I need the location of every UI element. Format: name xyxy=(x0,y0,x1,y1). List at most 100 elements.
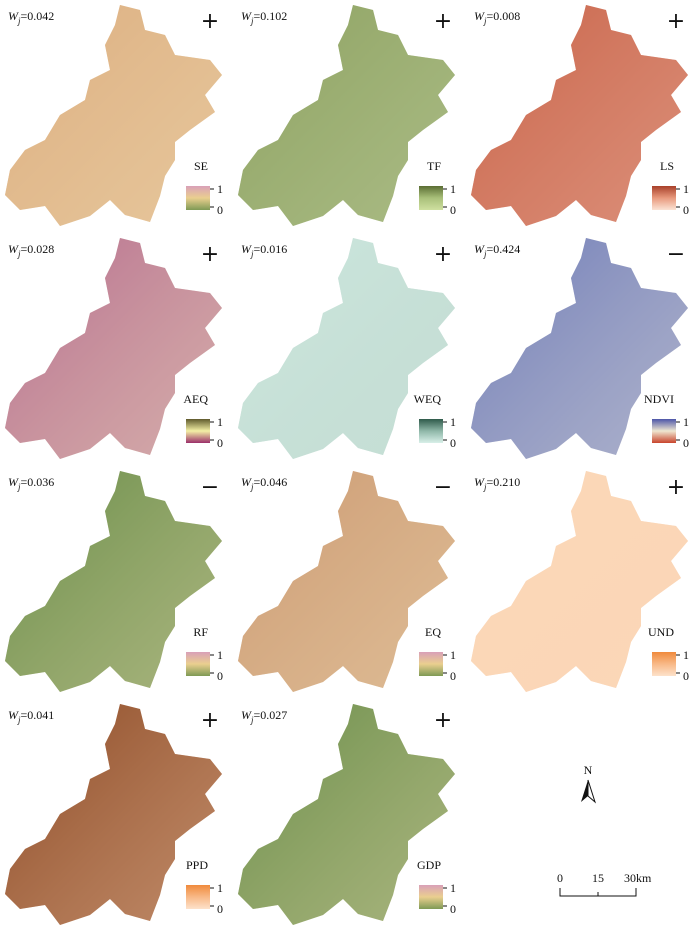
weight-subscript: j xyxy=(17,482,21,492)
weight-equals: = xyxy=(254,475,261,489)
weight-value: 0.016 xyxy=(260,242,287,256)
weight-label: Wj=0.046 xyxy=(241,475,287,492)
map-panel: Wj=0.036 − RF 1 0 xyxy=(5,471,223,692)
variable-name: EQ xyxy=(425,625,441,639)
weight-equals: = xyxy=(21,242,28,256)
legend-swatch xyxy=(419,186,443,210)
legend-swatch xyxy=(186,186,210,210)
north-arrow: N xyxy=(581,763,597,804)
map-panel: Wj=0.027 + GDP 1 0 xyxy=(238,704,456,925)
weight-value: 0.027 xyxy=(260,708,287,722)
scale-unit: km xyxy=(636,871,652,885)
sign: + xyxy=(201,9,219,34)
legend-ticks xyxy=(210,421,214,441)
weight-subscript: j xyxy=(17,249,21,259)
weight-equals: = xyxy=(487,475,494,489)
north-arrow-left xyxy=(581,780,588,802)
weight-subscript: j xyxy=(250,715,254,725)
variable-name: WEQ xyxy=(414,392,442,406)
legend-ticks xyxy=(443,654,447,674)
weight-equals: = xyxy=(254,708,261,722)
weight-value: 0.042 xyxy=(27,9,54,23)
north-label: N xyxy=(584,763,593,777)
weight-symbol: W xyxy=(474,242,485,256)
legend-swatch xyxy=(419,419,443,443)
weight-label: Wj=0.042 xyxy=(8,9,54,26)
variable-name: NDVI xyxy=(644,392,674,406)
scale-bar: 0 15 30 km xyxy=(557,871,652,897)
weight-value: 0.008 xyxy=(493,9,520,23)
legend-min: 0 xyxy=(217,436,223,450)
variable-name: GDP xyxy=(417,858,441,872)
weight-subscript: j xyxy=(483,482,487,492)
weight-symbol: W xyxy=(241,9,252,23)
weight-symbol: W xyxy=(474,9,485,23)
map-panel: Wj=0.016 + WEQ 1 0 xyxy=(238,238,456,459)
weight-label: Wj=0.102 xyxy=(241,9,287,26)
scale-tick-label: 30 xyxy=(624,871,636,885)
variable-name: AEQ xyxy=(183,392,208,406)
sign: − xyxy=(201,475,219,500)
weight-label: Wj=0.036 xyxy=(8,475,54,492)
legend-max: 1 xyxy=(217,648,223,662)
scale-line xyxy=(559,888,637,897)
variable-name: SE xyxy=(194,159,208,173)
weight-value: 0.102 xyxy=(260,9,287,23)
legend-min: 0 xyxy=(217,669,223,683)
weight-equals: = xyxy=(487,242,494,256)
sign: − xyxy=(434,475,452,500)
weight-symbol: W xyxy=(8,475,19,489)
legend-max: 1 xyxy=(217,415,223,429)
weight-subscript: j xyxy=(483,16,487,26)
weight-symbol: W xyxy=(241,242,252,256)
map-panel: Wj=0.210 + UND 1 0 xyxy=(471,471,689,692)
weight-equals: = xyxy=(21,9,28,23)
legend-ticks xyxy=(210,887,214,907)
sign: + xyxy=(201,242,219,267)
weight-equals: = xyxy=(254,242,261,256)
legend-ticks xyxy=(443,188,447,208)
map-panel: Wj=0.102 + TF 1 0 xyxy=(238,5,456,226)
variable-name: UND xyxy=(648,625,674,639)
legend-min: 0 xyxy=(450,669,456,683)
map-panel: Wj=0.042 + SE 1 0 xyxy=(5,5,223,226)
legend-max: 1 xyxy=(450,881,456,895)
weight-subscript: j xyxy=(250,482,254,492)
weight-label: Wj=0.027 xyxy=(241,708,287,725)
legend-swatch xyxy=(186,419,210,443)
weight-subscript: j xyxy=(250,249,254,259)
legend-max: 1 xyxy=(217,881,223,895)
weight-value: 0.046 xyxy=(260,475,287,489)
weight-equals: = xyxy=(21,475,28,489)
legend-max: 1 xyxy=(450,415,456,429)
legend-min: 0 xyxy=(450,436,456,450)
legend-max: 1 xyxy=(683,648,689,662)
north-arrow-right xyxy=(587,779,597,804)
variable-name: TF xyxy=(427,159,441,173)
legend-ticks xyxy=(676,421,680,441)
legend-swatch xyxy=(419,885,443,909)
weight-label: Wj=0.008 xyxy=(474,9,520,26)
legend-swatch xyxy=(652,419,676,443)
legend-ticks xyxy=(443,421,447,441)
legend-ticks xyxy=(210,654,214,674)
weight-value: 0.028 xyxy=(27,242,54,256)
map-panel: Wj=0.008 + LS 1 0 xyxy=(471,5,689,226)
legend-max: 1 xyxy=(683,415,689,429)
legend-min: 0 xyxy=(450,203,456,217)
weight-value: 0.210 xyxy=(493,475,520,489)
sign: + xyxy=(434,708,452,733)
legend-swatch xyxy=(652,186,676,210)
weight-value: 0.036 xyxy=(27,475,54,489)
legend-swatch xyxy=(419,652,443,676)
variable-name: RF xyxy=(193,625,208,639)
map-panel: Wj=0.424 − NDVI 1 0 xyxy=(471,238,689,459)
weight-symbol: W xyxy=(8,9,19,23)
legend-min: 0 xyxy=(450,902,456,916)
legend-swatch xyxy=(186,652,210,676)
weight-symbol: W xyxy=(241,475,252,489)
sign: + xyxy=(201,708,219,733)
legend-ticks xyxy=(210,188,214,208)
legend-min: 0 xyxy=(683,203,689,217)
